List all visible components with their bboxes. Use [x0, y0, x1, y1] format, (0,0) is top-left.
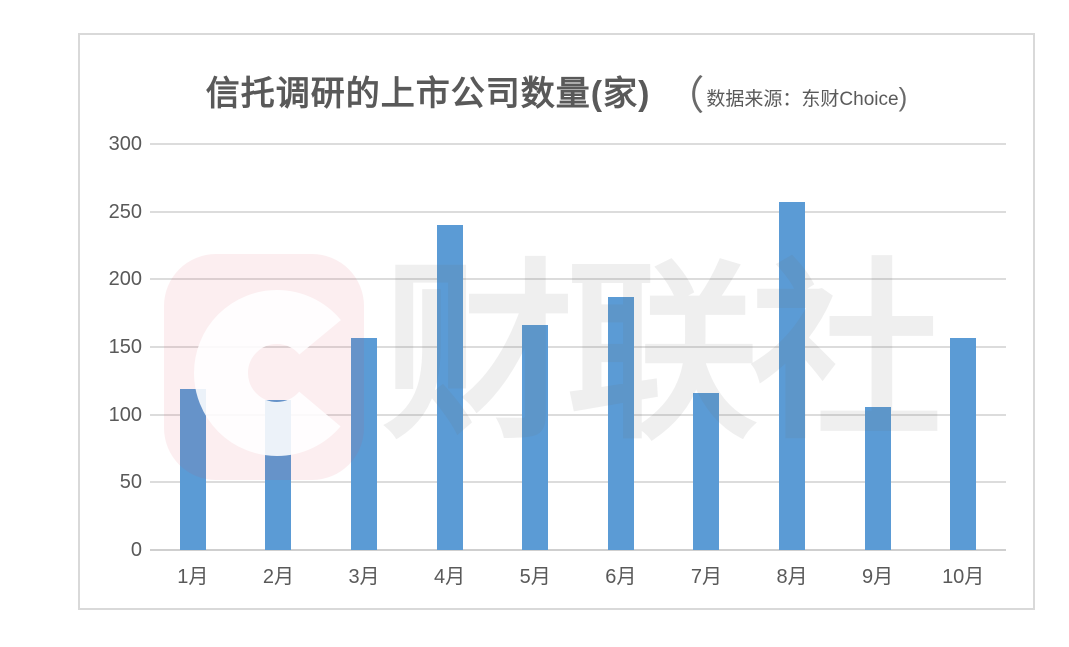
chart-title-text: 信托调研的上市公司数量(家)	[205, 75, 651, 113]
y-tick-label: 100	[108, 403, 142, 426]
bar-8月	[779, 202, 805, 550]
bar-10月	[950, 337, 977, 550]
x-axis-line	[150, 549, 1006, 551]
x-tick-label: 3月	[348, 566, 380, 588]
gridline	[150, 346, 1006, 348]
x-tick-label: 1月	[177, 566, 209, 588]
x-tick-label: 4月	[434, 566, 466, 588]
bar-3月	[351, 337, 377, 550]
data-source-label: 数据来源：东财Choice	[706, 89, 899, 110]
bar-6月	[607, 296, 634, 550]
bar-5月	[522, 325, 549, 550]
bar-1月	[179, 388, 206, 550]
y-tick-label: 150	[108, 336, 142, 358]
bar-2月	[265, 399, 292, 550]
x-tick-label: 2月	[262, 566, 294, 588]
source-close-paren: )	[898, 82, 908, 112]
chart-container: 信托调研的上市公司数量(家) （数据来源：东财Choice) 0 50 100 150 2…	[78, 33, 1035, 610]
x-tick-label: 9月	[862, 566, 894, 588]
chart-title: 信托调研的上市公司数量(家) （数据来源：东财Choice)	[80, 63, 1033, 121]
gridline	[150, 278, 1006, 281]
y-tick-label: 300	[108, 133, 142, 155]
x-tick-label: 7月	[690, 566, 722, 588]
source-open-paren: （	[664, 74, 705, 118]
gridline	[150, 143, 1006, 145]
y-tick-label: 200	[108, 268, 142, 291]
gridline	[150, 481, 1006, 484]
x-tick-label: 5月	[519, 566, 551, 588]
gridline	[150, 413, 1006, 416]
x-tick-label: 8月	[776, 566, 808, 588]
bar-4月	[436, 225, 463, 550]
y-tick-label: 250	[108, 200, 142, 223]
x-tick-label: 6月	[605, 566, 637, 588]
bar-9月	[864, 406, 891, 550]
gridline	[150, 210, 1006, 213]
y-tick-label: 0	[130, 539, 142, 561]
plot-area	[150, 143, 1006, 551]
y-tick-label: 50	[119, 471, 142, 494]
x-tick-label: 10月	[942, 566, 985, 588]
bar-7月	[693, 393, 720, 550]
